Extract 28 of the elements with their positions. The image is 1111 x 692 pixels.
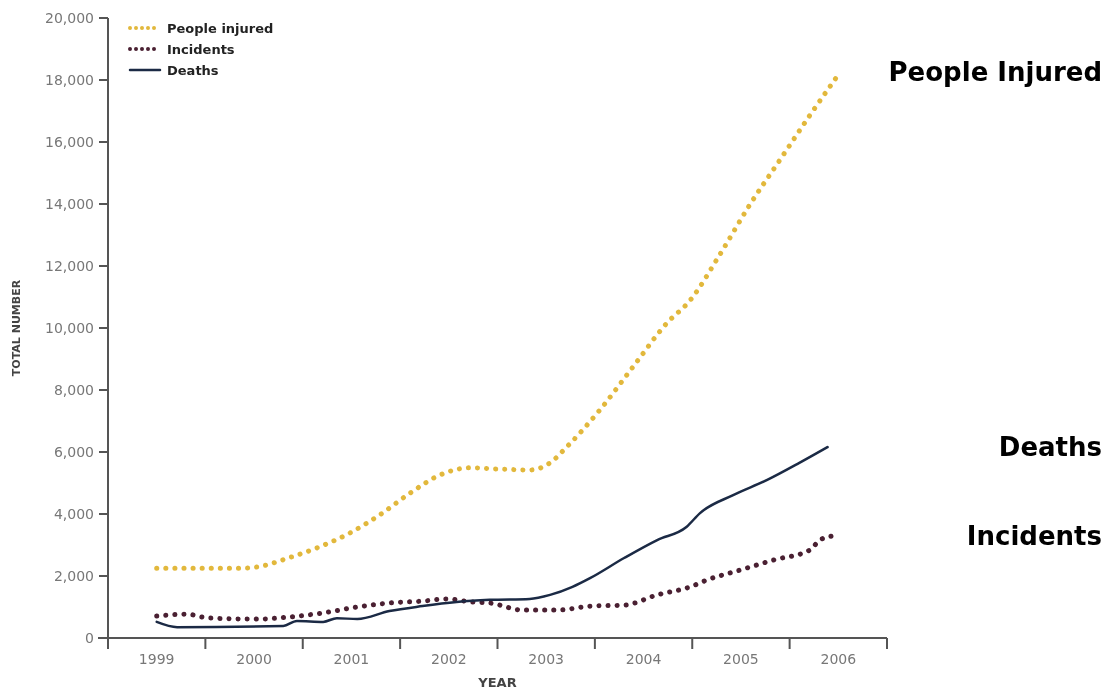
y-tick-label: 20,000 — [45, 9, 94, 26]
x-tick-label: 2000 — [236, 651, 272, 667]
y-tick-label: 8,000 — [53, 381, 94, 398]
line-series — [155, 445, 829, 629]
text: Deaths — [998, 432, 1102, 463]
x-tick-label: 2004 — [625, 651, 662, 667]
y-tick-label: 14,000 — [45, 195, 94, 212]
text: Incidents — [966, 521, 1102, 552]
y-tick-label: 18,000 — [45, 71, 94, 88]
x-tick-label: 2005 — [723, 651, 759, 667]
y-tick-label: 12,000 — [45, 257, 94, 274]
legend-label: Deaths — [167, 62, 219, 78]
x-tick-label: 2003 — [528, 651, 565, 667]
legend-label: People injured — [167, 20, 274, 36]
x-tick-label: 2001 — [333, 651, 370, 667]
x-tick-label: 2002 — [430, 651, 467, 667]
y-tick-label: 10,000 — [45, 319, 94, 336]
x-tick-label: 1999 — [138, 651, 175, 667]
y-axis-title: TOTAL NUMBER — [10, 279, 23, 377]
y-tick-label: 16,000 — [45, 133, 94, 150]
legend-label: Incidents — [167, 41, 235, 57]
x-tick-label: 2006 — [820, 651, 857, 667]
y-tick-label: 2,000 — [53, 567, 94, 584]
x-axis-title: YEAR — [477, 675, 517, 690]
text: People Injured — [888, 57, 1102, 88]
y-tick-label: 0 — [85, 629, 94, 646]
y-tick-label: 4,000 — [53, 505, 94, 522]
y-tick-label: 6,000 — [53, 443, 94, 460]
